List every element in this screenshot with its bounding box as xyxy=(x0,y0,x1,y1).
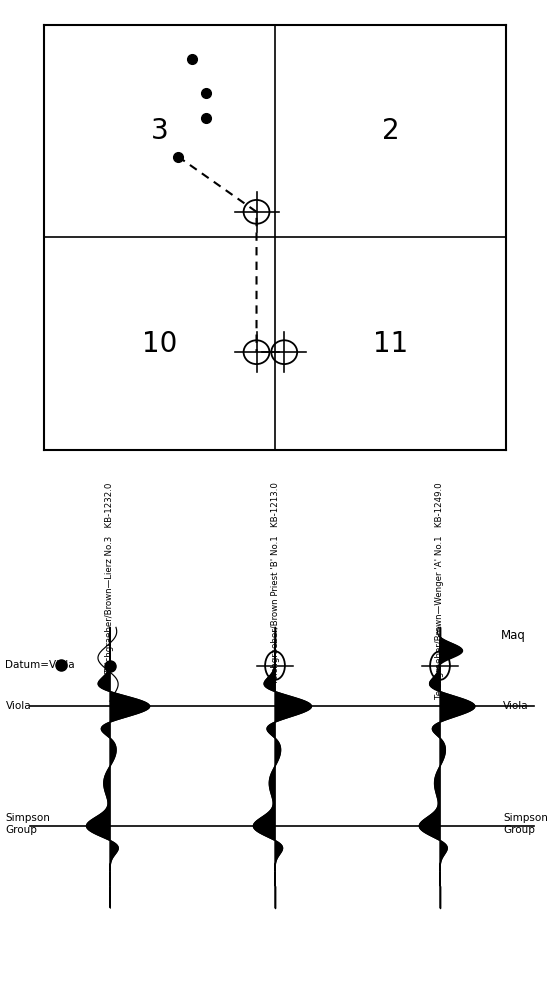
Text: 3: 3 xyxy=(151,117,168,145)
Text: Datum=Viola: Datum=Viola xyxy=(6,660,75,670)
Text: Simpson
Group: Simpson Group xyxy=(6,813,51,835)
Text: Maq: Maq xyxy=(500,629,525,642)
Text: Viola: Viola xyxy=(6,701,31,711)
Text: 10: 10 xyxy=(142,329,177,358)
Text: 11: 11 xyxy=(373,329,408,358)
Text: Viola: Viola xyxy=(503,701,529,711)
Text: Simpson
Group: Simpson Group xyxy=(503,813,548,835)
Text: Teichgraeber/Brown—Wenger 'A' No.1   KB-1249.0: Teichgraeber/Brown—Wenger 'A' No.1 KB-12… xyxy=(436,483,444,699)
Text: 2: 2 xyxy=(382,117,399,145)
Text: Teichgraeber/Brown Priest 'B' No.1   KB-1213.0: Teichgraeber/Brown Priest 'B' No.1 KB-12… xyxy=(271,483,279,684)
Text: Teichgraeber/Brown—Lierz No.3   KB-1232.0: Teichgraeber/Brown—Lierz No.3 KB-1232.0 xyxy=(106,483,114,673)
